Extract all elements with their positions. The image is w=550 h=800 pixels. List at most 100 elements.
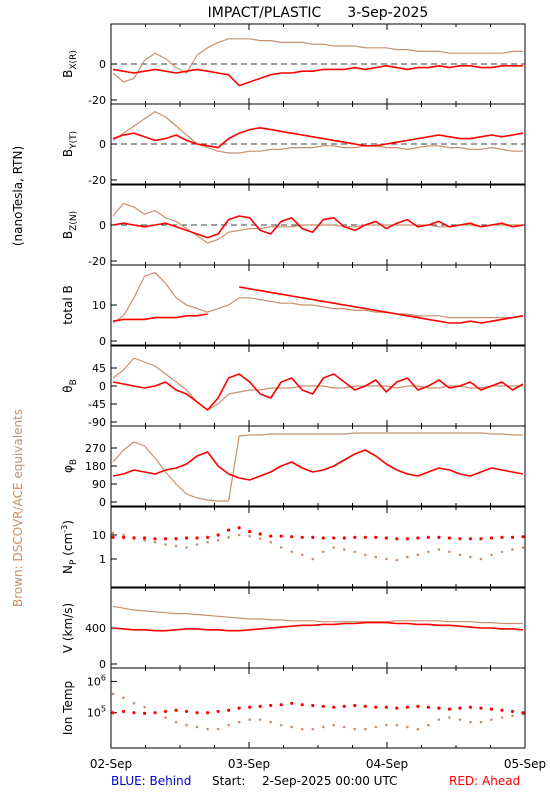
data-point — [342, 725, 346, 729]
data-point — [121, 709, 126, 714]
data-point — [416, 727, 420, 731]
y-tick-label: 0 — [99, 138, 106, 151]
data-point — [353, 703, 357, 708]
data-point — [269, 540, 272, 544]
data-point — [342, 536, 346, 540]
y-tick-label: 10 — [92, 529, 106, 542]
data-point — [374, 535, 378, 539]
data-point — [416, 536, 420, 540]
data-point — [479, 720, 483, 724]
data-point — [521, 535, 525, 539]
data-point — [195, 543, 199, 546]
data-point — [500, 535, 504, 539]
data-point — [248, 705, 252, 709]
data-point — [500, 716, 504, 719]
data-point — [132, 701, 136, 705]
data-point — [279, 723, 283, 727]
data-point — [290, 701, 294, 705]
y-axis-label: NP (cm-3) — [60, 520, 79, 574]
data-point — [437, 718, 441, 721]
start-value: 2-Sep-2025 00:00 UTC — [262, 774, 397, 788]
data-point — [374, 705, 378, 709]
series-line-ahead — [112, 65, 523, 87]
series-line-dscovr — [112, 38, 523, 83]
data-point — [332, 705, 336, 709]
data-point — [258, 704, 262, 708]
data-point — [269, 720, 272, 724]
data-point — [448, 550, 451, 554]
data-point — [510, 535, 515, 539]
data-point — [248, 529, 252, 534]
series-line-ahead — [112, 449, 524, 481]
y-axis-label: θB — [61, 379, 79, 393]
data-point — [290, 550, 294, 554]
data-point — [227, 708, 231, 712]
panel-6: 270 180 90 0 φB — [61, 425, 526, 509]
data-point — [374, 725, 378, 729]
data-point — [321, 550, 325, 554]
data-point — [427, 550, 430, 554]
data-point — [363, 704, 367, 708]
data-point — [353, 535, 357, 539]
data-point — [185, 723, 188, 727]
data-point — [469, 720, 472, 724]
data-point — [353, 727, 357, 731]
data-point — [153, 537, 157, 541]
data-point — [321, 704, 325, 708]
data-point — [479, 537, 483, 541]
panel-2: 0 -20 BY(T) — [61, 103, 526, 187]
data-point — [290, 725, 294, 729]
data-point — [489, 536, 494, 540]
panel-1: 0 -20 BX(R) — [61, 23, 526, 107]
data-point — [184, 536, 189, 540]
units-label: (nanoTesla, RTN) — [11, 146, 25, 246]
data-point — [521, 711, 525, 715]
data-point — [237, 720, 241, 724]
data-point — [384, 705, 388, 709]
data-point — [174, 708, 178, 712]
y-axis-label: Ion Temp — [61, 681, 75, 735]
y-tick-label: 1 — [99, 553, 106, 566]
data-point — [237, 706, 241, 710]
data-point — [163, 709, 168, 714]
data-point — [406, 555, 409, 559]
data-point — [311, 703, 315, 708]
data-point — [153, 540, 157, 544]
data-point — [405, 537, 409, 541]
data-point — [142, 711, 147, 716]
data-point — [258, 718, 262, 721]
data-point — [248, 718, 251, 721]
data-point — [448, 716, 451, 719]
data-point — [332, 723, 336, 727]
data-point — [468, 537, 473, 541]
data-point — [490, 718, 493, 721]
data-point — [511, 548, 514, 551]
series-line-dscovr — [112, 111, 523, 154]
y-tick-label: 90 — [92, 478, 106, 491]
y-tick-label: -20 — [88, 255, 106, 268]
y-axis-label: BZ(N) — [61, 211, 79, 239]
data-point — [374, 555, 378, 559]
data-point — [174, 537, 178, 541]
panel-8: 400 0 V (km/s) — [61, 587, 526, 671]
series-line-ahead — [112, 127, 524, 149]
data-point — [269, 703, 273, 708]
data-point — [385, 723, 388, 727]
series-line-dscovr — [112, 357, 523, 411]
series-line-dscovr — [112, 432, 523, 502]
y-tick-label: -20 — [88, 94, 106, 107]
data-point — [290, 535, 294, 539]
data-point — [132, 711, 136, 715]
data-point — [237, 533, 241, 537]
data-point — [227, 723, 230, 727]
data-point — [426, 705, 430, 709]
data-point — [406, 725, 409, 729]
data-point — [300, 553, 304, 557]
data-point — [395, 706, 399, 710]
data-point — [142, 536, 147, 540]
y-tick-label: 270 — [85, 442, 106, 455]
y-tick-label: 400 — [85, 622, 106, 635]
data-point — [332, 546, 336, 549]
